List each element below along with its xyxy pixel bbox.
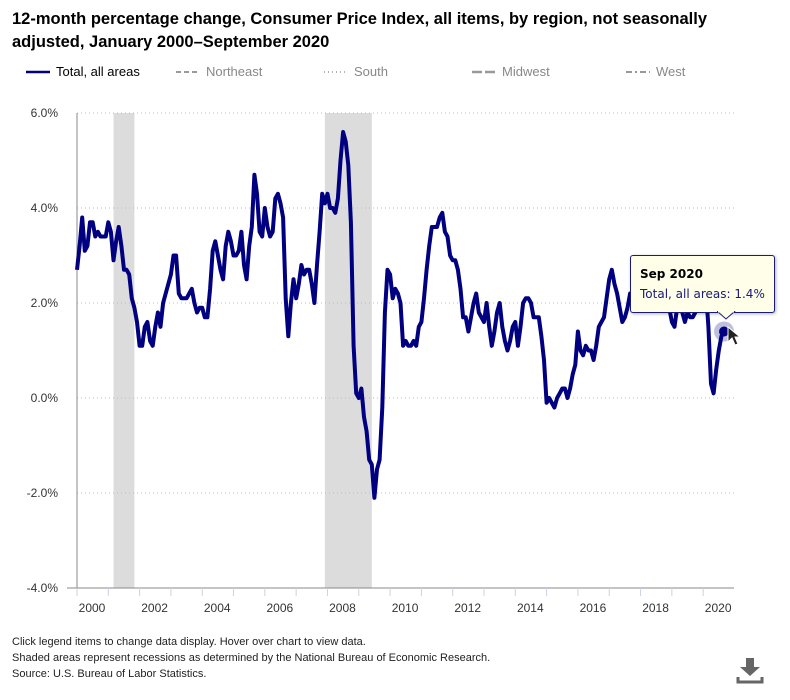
mouse-cursor-icon — [727, 326, 742, 346]
legend-swatch-dash-dot-icon — [626, 70, 650, 73]
note-legend-hint: Click legend items to change data displa… — [12, 636, 366, 648]
y-tick-label: 6.0% — [31, 106, 59, 120]
legend-item-total[interactable]: Total, all areas — [26, 64, 140, 79]
legend-item-midwest[interactable]: Midwest — [472, 64, 550, 79]
x-tick-label: 2006 — [266, 601, 293, 615]
legend-swatch-long-dash-icon — [472, 70, 496, 73]
legend-item-west[interactable]: West — [626, 64, 685, 79]
y-tick-label: 2.0% — [31, 296, 59, 310]
tooltip-date: Sep 2020 — [640, 267, 703, 281]
x-tick-label: 2014 — [517, 601, 544, 615]
legend-swatch-dotted-icon — [324, 70, 348, 73]
x-tick-label: 2020 — [705, 601, 732, 615]
tooltip-pointer-icon — [717, 311, 736, 320]
series-line-total — [75, 130, 726, 500]
x-tick-label: 2016 — [580, 601, 607, 615]
legend-label: Northeast — [206, 64, 263, 79]
note-source: Source: U.S. Bureau of Labor Statistics. — [12, 668, 207, 680]
tooltip: Sep 2020 Total, all areas: 1.4% — [630, 255, 775, 320]
legend-item-south[interactable]: South — [324, 64, 388, 79]
footnotes: Click legend items to change data displa… — [12, 634, 490, 682]
chart-title: 12-month percentage change, Consumer Pri… — [12, 10, 708, 51]
tooltip-value: Total, all areas: 1.4% — [640, 287, 765, 301]
x-tick-label: 2010 — [392, 601, 419, 615]
note-recessions: Shaded areas represent recessions as det… — [12, 652, 491, 664]
x-tick-label: 2008 — [329, 601, 356, 615]
y-tick-label: 4.0% — [31, 201, 59, 215]
x-tick-label: 2002 — [141, 601, 168, 615]
legend-swatch-solid-icon — [26, 70, 50, 73]
recession-band — [113, 113, 135, 588]
x-tick-label: 2018 — [642, 601, 669, 615]
legend-label: Midwest — [502, 64, 550, 79]
y-tick-label: -4.0% — [27, 581, 59, 595]
y-tick-label: 0.0% — [31, 391, 59, 405]
y-tick-label: -2.0% — [27, 486, 59, 500]
x-tick-label: 2012 — [454, 601, 481, 615]
legend-label: West — [656, 64, 686, 79]
legend-swatch-dashed-icon — [176, 70, 200, 73]
download-icon[interactable] — [736, 656, 764, 684]
legend-label: South — [354, 64, 388, 79]
x-tick-label: 2004 — [204, 601, 231, 615]
legend-label: Total, all areas — [56, 64, 140, 79]
x-tick-label: 2000 — [79, 601, 106, 615]
legend-item-northeast[interactable]: Northeast — [176, 64, 262, 79]
hover-point — [719, 326, 730, 337]
